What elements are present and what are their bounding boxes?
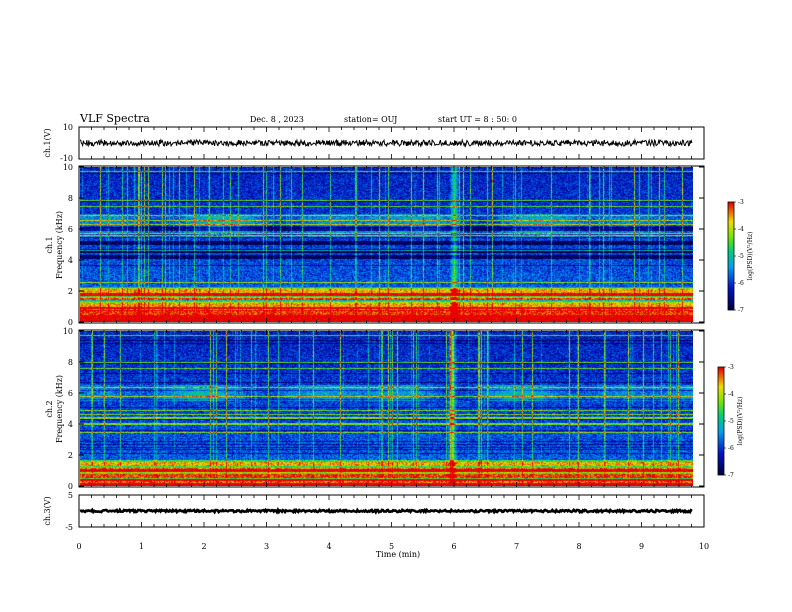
time-tick-label: 1 (139, 542, 144, 551)
date-label: Dec. 8 , 2023 (250, 115, 304, 124)
ch1-spectrogram-panel: 0 2 4 6 8 10 ch.1 Frequency (kHz) (45, 163, 705, 327)
colorbar-tick-label: -7 (738, 307, 744, 314)
ch1-colorbar-gradient (728, 202, 734, 310)
colorbar-tick-label: -6 (728, 445, 734, 452)
time-tick-label: 2 (201, 542, 206, 551)
ch2-spectrogram-yticks: 0 2 4 6 8 10 (63, 327, 704, 491)
time-tick-label: 8 (576, 542, 581, 551)
ch1-ytick-top: 10 (63, 123, 73, 132)
ch1-colorbar-ticks: -3 -4 -5 -6 -7 (734, 199, 744, 314)
start-time-label: start UT = 8 : 50: 0 (438, 115, 517, 124)
time-tick-label: 5 (389, 542, 394, 551)
time-axis: 0 1 2 3 4 5 6 7 8 9 10 (76, 542, 709, 551)
ch3-waveform-minor-ticks (78, 495, 705, 527)
ch1-waveform-trace (80, 138, 693, 148)
ytick-label: 4 (68, 256, 73, 265)
ytick-label: 8 (68, 358, 73, 367)
ytick-label: 2 (68, 287, 73, 296)
time-tick-label: 9 (639, 542, 644, 551)
ch1-spectrogram-yticks: 0 2 4 6 8 10 (63, 163, 704, 327)
ch2-colorbar-label: log(PSD)(V²/Hz) (737, 397, 744, 446)
colorbar-tick-label: -7 (728, 472, 734, 479)
time-tick-label: 7 (514, 542, 519, 551)
ch1-spectrogram-ylabel-freq: Frequency (kHz) (55, 211, 64, 279)
time-tick-label: 0 (76, 542, 81, 551)
colorbar-tick-label: -4 (738, 226, 744, 233)
ch3-ytick-top: 5 (68, 491, 73, 500)
colorbar-tick-label: -5 (728, 418, 734, 425)
colorbar-tick-label: -6 (738, 280, 744, 287)
ytick-label: 6 (68, 389, 73, 398)
time-tick-label: 6 (451, 542, 456, 551)
time-axis-label: Time (min) (376, 550, 420, 559)
ch1-spectrogram-image (80, 167, 693, 322)
ch2-colorbar-ticks: -3 -4 -5 -6 -7 (724, 364, 734, 479)
ch1-spectrogram-minor-ticks (78, 166, 705, 323)
ch3-ytick-bottom: -5 (65, 523, 73, 532)
ytick-label: 8 (68, 194, 73, 203)
ytick-label: 2 (68, 451, 73, 460)
ch3-waveform-ylabel: ch.3(V) (43, 496, 52, 525)
ch1-spectrogram-ylabel-ch: ch.1 (45, 236, 54, 253)
ytick-label: 4 (68, 420, 73, 429)
ch1-waveform-panel: 10 -10 ch.1(V) (43, 123, 705, 163)
ch2-spectrogram-ylabel-ch: ch.2 (45, 400, 54, 417)
ch3-waveform-panel: 5 -5 ch.3(V) (43, 491, 705, 532)
ch1-colorbar: -3 -4 -5 -6 -7 log(PSD)(V²/Hz) (727, 199, 754, 314)
colorbar-tick-label: -5 (738, 253, 744, 260)
ch2-spectrogram-image (80, 331, 693, 486)
colorbar-tick-label: -3 (728, 364, 734, 371)
ytick-label: 0 (68, 482, 73, 491)
ch1-waveform-minor-ticks (78, 127, 705, 159)
time-tick-label: 3 (264, 542, 269, 551)
ch2-spectrogram-minor-ticks (78, 330, 705, 487)
ytick-label: 0 (68, 318, 73, 327)
colorbar-tick-label: -4 (728, 391, 734, 398)
ch2-colorbar-gradient (718, 367, 724, 475)
ch2-spectrogram-ylabel-freq: Frequency (kHz) (55, 375, 64, 443)
colorbar-tick-label: -3 (738, 199, 744, 206)
time-tick-label: 4 (326, 542, 331, 551)
time-tick-label: 10 (699, 542, 709, 551)
ch2-colorbar: -3 -4 -5 -6 -7 log(PSD)(V²/Hz) (717, 364, 744, 479)
station-label: station= OUJ (344, 115, 397, 124)
ch3-waveform-trace (79, 506, 693, 515)
ytick-label: 10 (63, 327, 73, 336)
ch2-spectrogram-panel: 0 2 4 6 8 10 ch.2 Frequency (kHz) (45, 327, 705, 491)
figure-title: VLF Spectra (79, 112, 150, 125)
ytick-label: 6 (68, 225, 73, 234)
ch1-colorbar-label: log(PSD)(V²/Hz) (747, 232, 754, 281)
ch1-waveform-ylabel: ch.1(V) (43, 128, 52, 157)
ytick-label: 10 (63, 163, 73, 172)
ch1-ytick-bottom: -10 (60, 154, 73, 163)
